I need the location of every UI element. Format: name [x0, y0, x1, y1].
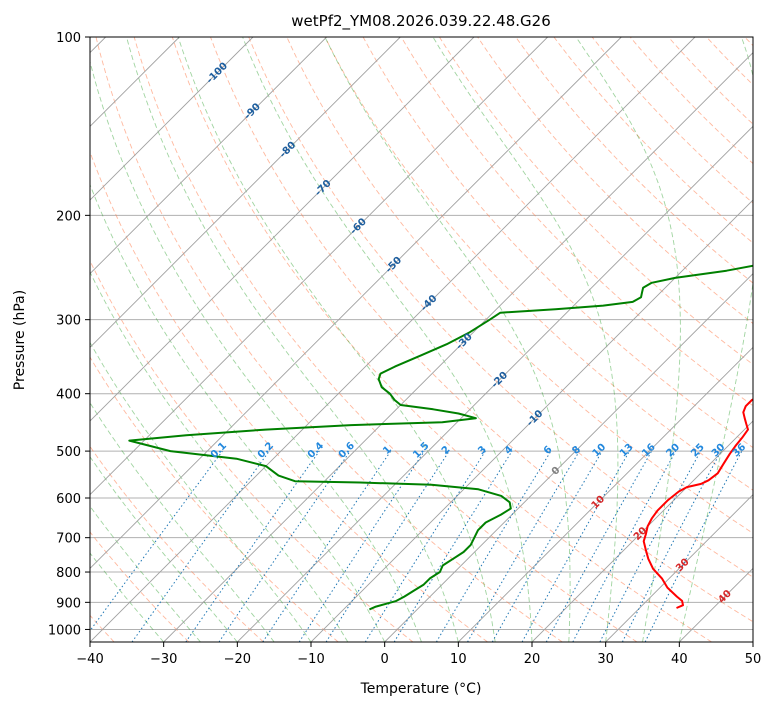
- isotherm-line: [90, 37, 696, 642]
- y-tick-label: 200: [56, 209, 81, 224]
- dry-adiabat-line: [90, 531, 190, 642]
- plot-frame: [89, 36, 754, 643]
- y-tick-label: 700: [56, 532, 81, 547]
- mixing-ratio-line: [521, 450, 630, 642]
- mixing-ratio-line: [491, 450, 603, 642]
- y-tick-label: 100: [56, 31, 81, 46]
- dry-adiabat-line: [477, 37, 753, 325]
- y-tick-label: 400: [56, 388, 81, 403]
- pressure-gridlines: [90, 37, 753, 630]
- dry-adiabat-line: [171, 37, 712, 642]
- dry-adiabat-line: [400, 37, 753, 407]
- y-tick-label: 600: [56, 492, 81, 507]
- plot-area: [90, 37, 753, 642]
- x-tick-label: 0: [381, 652, 389, 667]
- isotherm-line: [90, 37, 622, 569]
- x-tick-label: 10: [450, 652, 467, 667]
- x-axis-title: Temperature (°C): [360, 681, 482, 697]
- y-axis-ticks: 100 200 300 400 500 600 700 800 900 1000: [48, 31, 90, 638]
- isotherm-line: [90, 37, 401, 348]
- isotherm-line: [531, 420, 753, 642]
- isotherm-line: [384, 273, 753, 642]
- x-tick-label: 30: [597, 652, 614, 667]
- x-axis-ticks: −40 −30 −20 −10 0 10 20 30 40 50: [76, 642, 761, 667]
- mixing-ratio-line: [572, 450, 677, 642]
- dry-adiabat-line: [286, 37, 753, 534]
- x-tick-label: 20: [524, 652, 541, 667]
- mixing-ratio-line: [218, 450, 351, 642]
- moist-adiabat-line: [90, 456, 238, 642]
- y-tick-label: 300: [56, 314, 81, 329]
- moist-adiabat-line: [90, 183, 386, 642]
- moist-adiabat-line: [126, 37, 459, 642]
- dry-adiabats: [90, 37, 753, 642]
- isotherm-line: [605, 494, 753, 642]
- mixing-ratio-line: [467, 450, 580, 642]
- mixing-ratio-line: [364, 450, 486, 642]
- profile-line: [128, 264, 753, 611]
- mixing-ratio-line: [435, 450, 552, 642]
- isotherm-line: [90, 37, 327, 275]
- moist-adiabat-line: [90, 271, 349, 642]
- profile-series: [128, 264, 753, 611]
- isotherm-line: [90, 37, 548, 496]
- mixing-ratio-line: [90, 450, 223, 632]
- moist-adiabat-line: [90, 401, 275, 642]
- dry-adiabat-line: [553, 37, 753, 244]
- dry-adiabat-line: [324, 37, 753, 491]
- isotherm-line: [163, 52, 753, 642]
- x-tick-label: −10: [297, 652, 324, 667]
- y-tick-label: 500: [56, 445, 81, 460]
- dry-adiabat-line: [210, 37, 753, 623]
- mixing-ratio-lines: [90, 450, 743, 642]
- x-tick-label: −40: [76, 652, 103, 667]
- isotherm-line: [90, 37, 475, 422]
- isotherm-line: [90, 37, 254, 201]
- isotherm-line: [237, 125, 753, 642]
- dry-adiabat-line: [591, 37, 753, 204]
- profile-line: [642, 398, 753, 609]
- skewed-isotherms: [90, 37, 753, 642]
- dry-adiabat-line: [95, 37, 563, 642]
- mixing-ratio-line: [545, 450, 653, 642]
- mixing-ratio-line: [131, 450, 270, 642]
- dry-adiabat-line: [439, 37, 753, 365]
- isotherm-line: [310, 199, 753, 642]
- mixing-ratio-line: [393, 450, 513, 642]
- moist-adiabat-line: [324, 37, 571, 642]
- moist-adiabat-line: [90, 59, 422, 642]
- moist-adiabat-line: [242, 37, 533, 642]
- y-tick-label: 1000: [48, 623, 81, 638]
- dry-adiabat-line: [90, 356, 339, 642]
- x-tick-label: −30: [150, 652, 177, 667]
- dry-adiabat-line: [248, 37, 753, 578]
- isotherm-line: [458, 346, 753, 642]
- dry-adiabat-line: [133, 37, 638, 642]
- y-tick-label: 800: [56, 566, 81, 581]
- mixing-ratio-line: [325, 450, 450, 642]
- x-tick-label: 50: [745, 652, 762, 667]
- mixing-ratio-line: [185, 450, 320, 642]
- y-axis-title: Pressure (hPa): [12, 290, 28, 390]
- chart-title: wetPf2_YM08.2026.039.22.48.G26: [291, 12, 550, 31]
- moist-adiabat-line: [575, 37, 681, 642]
- x-tick-label: 40: [671, 652, 688, 667]
- x-tick-label: −20: [224, 652, 251, 667]
- dry-adiabat-line: [90, 150, 488, 642]
- y-tick-label: 900: [56, 596, 81, 611]
- dry-adiabat-line: [90, 259, 414, 642]
